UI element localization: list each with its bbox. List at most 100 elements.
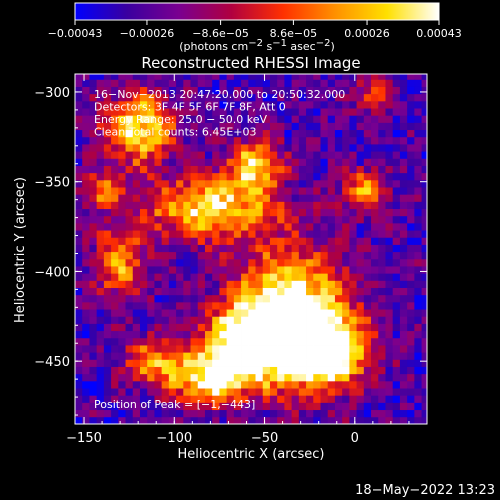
heatmap-cell <box>241 93 249 102</box>
heatmap-cell <box>392 187 401 195</box>
heatmap-cell <box>327 366 336 375</box>
heatmap-cell <box>226 74 235 80</box>
heatmap-cell <box>190 244 199 253</box>
heatmap-cell <box>154 266 163 274</box>
heatmap-cell <box>82 144 90 152</box>
heatmap-cell <box>168 129 177 138</box>
heatmap-cell <box>291 237 300 245</box>
heatmap-cell <box>291 359 300 367</box>
heatmap-cell <box>291 187 300 195</box>
heatmap-cell <box>378 93 386 102</box>
heatmap-cell <box>212 280 220 288</box>
heatmap-cell <box>371 316 379 324</box>
heatmap-cell <box>407 93 415 102</box>
heatmap-cell <box>176 366 184 375</box>
heatmap-cell <box>262 86 271 95</box>
heatmap-cell <box>371 301 379 310</box>
heatmap-cell <box>89 337 98 346</box>
heatmap-cell <box>147 251 155 260</box>
heatmap-cell <box>96 122 105 131</box>
heatmap-cell <box>190 380 199 389</box>
heatmap-cell <box>356 316 365 324</box>
heatmap-cell <box>392 74 401 80</box>
heatmap-cell <box>392 93 401 102</box>
heatmap-cell <box>118 258 126 267</box>
heatmap-cell <box>378 79 386 87</box>
heatmap-cell <box>125 345 134 353</box>
heatmap-cell <box>334 129 343 138</box>
heatmap-cell <box>111 165 119 174</box>
heatmap-cell <box>320 287 329 296</box>
heatmap-cell <box>219 388 228 396</box>
heatmap-cell <box>219 165 228 174</box>
heatmap-cell <box>75 93 83 102</box>
heatmap-cell <box>82 309 90 317</box>
heatmap-cell <box>306 251 314 260</box>
heatmap-cell <box>147 208 155 217</box>
heatmap-cell <box>320 395 329 403</box>
heatmap-cell <box>183 122 191 131</box>
heatmap-cell <box>269 309 278 317</box>
heatmap-cell <box>284 230 293 238</box>
heatmap-cell <box>241 352 249 360</box>
heatmap-cell <box>399 129 408 138</box>
heatmap-cell <box>204 115 213 123</box>
heatmap-cell <box>349 215 357 224</box>
heatmap-cell <box>320 129 329 138</box>
heatmap-cell <box>96 366 105 375</box>
heatmap-cell <box>147 294 155 303</box>
heatmap-cell <box>269 395 278 403</box>
heatmap-cell <box>226 402 235 411</box>
heatmap-cell <box>161 287 170 296</box>
heatmap-cell <box>183 388 191 396</box>
heatmap-cell <box>219 230 228 238</box>
heatmap-cell <box>197 316 206 324</box>
heatmap-cell <box>219 208 228 217</box>
heatmap-cell <box>349 402 357 411</box>
heatmap-cell <box>183 359 191 367</box>
heatmap-cell <box>284 416 293 424</box>
heatmap-cell <box>262 187 271 195</box>
heatmap-cell <box>111 395 119 403</box>
heatmap-cell <box>414 287 422 296</box>
heatmap-cell <box>392 244 401 253</box>
heatmap-cell <box>291 373 300 382</box>
heatmap-cell <box>103 345 112 353</box>
heatmap-cell <box>212 122 220 131</box>
heatmap-cell <box>421 416 427 424</box>
heatmap-cell <box>414 194 422 202</box>
heatmap-cell <box>204 86 213 95</box>
heatmap-cell <box>385 395 394 403</box>
heatmap-cell <box>219 266 228 274</box>
heatmap-cell <box>320 74 329 80</box>
heatmap-cell <box>89 309 98 317</box>
heatmap-cell <box>392 316 401 324</box>
heatmap-cell <box>291 136 300 145</box>
heatmap-cell <box>241 316 249 324</box>
heatmap-cell <box>190 179 199 188</box>
heatmap-cell <box>82 201 90 210</box>
heatmap-cell <box>385 129 394 138</box>
heatmap-cell <box>147 388 155 396</box>
heatmap-cell <box>327 179 336 188</box>
heatmap-cell <box>226 294 235 303</box>
heatmap-cell <box>241 416 249 424</box>
heatmap-cell <box>147 172 155 181</box>
heatmap-cell <box>284 244 293 253</box>
heatmap-cell <box>147 416 155 424</box>
heatmap-cell <box>96 244 105 253</box>
heatmap-cell <box>204 172 213 181</box>
heatmap-cell <box>327 266 336 274</box>
heatmap-cell <box>197 108 206 116</box>
heatmap-cell <box>291 337 300 346</box>
heatmap-cell <box>212 237 220 245</box>
heatmap-cell <box>371 409 379 418</box>
heatmap-image <box>75 74 427 424</box>
heatmap-cell <box>111 115 119 123</box>
heatmap-cell <box>168 122 177 131</box>
heatmap-cell <box>219 222 228 231</box>
heatmap-cell <box>161 158 170 166</box>
heatmap-cell <box>75 108 83 116</box>
heatmap-cell <box>96 409 105 418</box>
